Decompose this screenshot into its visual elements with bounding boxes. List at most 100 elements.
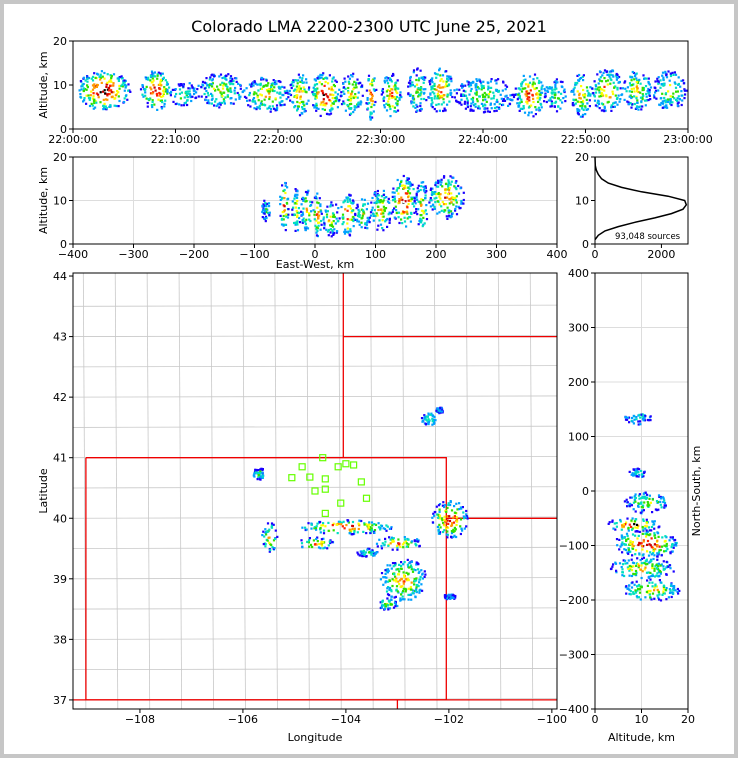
time-altitude-source-cell: [204, 98, 207, 102]
eastwest-altitude-source-cell: [395, 209, 398, 212]
county-line: [338, 272, 342, 710]
time-altitude-source-cell: [641, 86, 644, 89]
eastwest-altitude-source-cell: [440, 181, 443, 184]
altitude-northsouth-source-cell: [645, 590, 648, 593]
eastwest-altitude-source-cell: [444, 196, 447, 199]
time-altitude-source-cell: [226, 95, 229, 98]
altitude-northsouth-source-cell: [636, 467, 639, 470]
time-altitude-source-cell: [585, 86, 589, 89]
eastwest-altitude-source-cell: [399, 182, 402, 185]
time-altitude-source-cell: [522, 107, 525, 110]
time-altitude-source-cell: [625, 90, 628, 93]
plan-view-source-cell: [257, 474, 260, 477]
altitude-northsouth-source-cell: [649, 544, 652, 547]
eastwest-altitude-source-cell: [302, 199, 305, 202]
plan-view-source-cell: [362, 554, 365, 558]
eastwest-altitude-source-cell: [332, 233, 335, 236]
eastwest-altitude-source-cell: [370, 209, 373, 212]
time-altitude-source-cell: [544, 92, 547, 95]
time-altitude-source-cell: [425, 99, 428, 102]
eastwest-altitude-source-cell: [349, 207, 352, 210]
plan-view-source-cell: [385, 590, 389, 593]
time-altitude-source-cell: [435, 88, 438, 91]
time-altitude-source-cell: [160, 84, 163, 87]
time-altitude-source-cell: [332, 94, 335, 97]
plan-view-source-cell: [305, 528, 308, 531]
eastwest-altitude-source-cell: [395, 211, 398, 215]
plan-view-source-cell: [446, 594, 449, 597]
time-altitude-source-cell: [388, 105, 391, 108]
time-altitude-source-cell: [457, 100, 460, 104]
time-altitude-source-cell: [90, 102, 93, 105]
plan-view-source-cell: [260, 476, 263, 479]
plan-view-source-cell: [386, 568, 390, 571]
time-altitude-source-cell: [659, 86, 662, 89]
eastwest-altitude-source-cell: [344, 228, 347, 231]
time-altitude-source-cell: [472, 101, 475, 104]
plan-view-source-cell: [415, 577, 418, 580]
eastwest-altitude-source-cell: [320, 223, 323, 226]
time-altitude-source-cell: [498, 106, 501, 109]
time-altitude-source-cell: [594, 88, 597, 91]
eastwest-altitude-source-cell: [287, 213, 290, 216]
time-altitude-source-cell: [250, 83, 253, 86]
altitude-northsouth-source-cell: [634, 510, 637, 513]
time-altitude-source-cell: [396, 100, 399, 103]
time-altitude-source-cell: [615, 72, 618, 76]
altitude-northsouth-source-cell: [669, 589, 672, 592]
eastwest-altitude-source-cell: [407, 182, 410, 185]
plan-view-source-cell: [400, 577, 403, 581]
altitude-northsouth-source-cell: [636, 537, 639, 540]
time-altitude-source-cell: [683, 88, 686, 91]
time-altitude-source-cell: [334, 91, 337, 94]
time-altitude-source-cell: [146, 101, 149, 105]
county-line: [274, 272, 278, 710]
eastwest-altitude-source-cell: [305, 209, 309, 212]
eastwest-xtick-label: 100: [365, 248, 386, 261]
time-altitude-source-cell: [274, 80, 277, 83]
plan-view-source-cell: [384, 603, 387, 606]
eastwest-altitude-source-cell: [368, 221, 371, 224]
eastwest-altitude-source-cell: [377, 201, 380, 204]
altitude-northsouth-source-cell: [628, 592, 631, 596]
plan-view-source-cell: [465, 513, 468, 516]
time-altitude-source-cell: [644, 104, 647, 107]
plan-view-source-cell: [258, 472, 261, 475]
time-altitude-source-cell: [676, 90, 679, 93]
plan-view-source-cell: [456, 520, 459, 523]
eastwest-altitude-source-cell: [346, 200, 349, 203]
time-altitude-source-cell: [319, 73, 322, 76]
time-altitude-source-cell: [332, 89, 335, 92]
time-altitude-source-cell: [158, 87, 161, 90]
time-altitude-source-cell: [92, 92, 95, 95]
time-altitude-source-cell: [527, 96, 530, 99]
altitude-northsouth-source-cell: [639, 502, 643, 505]
altitude-northsouth-source-cell: [653, 534, 656, 537]
plan-view-source-cell: [369, 526, 372, 529]
plan-view-source-cell: [452, 594, 455, 597]
time-altitude-source-cell: [289, 93, 293, 97]
time-altitude-source-cell: [553, 96, 556, 99]
altitude-northsouth-source-cell: [663, 550, 666, 553]
time-altitude-source-cell: [471, 96, 475, 99]
altitude-northsouth-source-cell: [619, 518, 622, 522]
time-altitude-source-cell: [213, 104, 216, 107]
time-altitude-source-cell: [302, 100, 305, 103]
time-altitude-source-cell: [647, 98, 650, 102]
altitude-northsouth-source-cell: [648, 534, 651, 537]
time-altitude-source-cell: [476, 100, 479, 103]
time-altitude-source-cell: [154, 89, 157, 92]
time-altitude-source-cell: [635, 72, 638, 75]
time-altitude-source-cell: [554, 101, 557, 104]
eastwest-altitude-source-cell: [350, 211, 353, 214]
time-altitude-source-cell: [442, 98, 445, 101]
plan-view-source-cell: [443, 524, 446, 527]
time-altitude-source-cell: [589, 86, 592, 89]
time-altitude-source-cell: [284, 91, 287, 95]
altitude-northsouth-source-cell: [637, 584, 640, 587]
time-altitude-source-cell: [108, 93, 111, 96]
time-altitude-source-cell: [429, 83, 432, 86]
time-altitude-source-cell: [274, 109, 277, 112]
altitude-northsouth-source-cell: [669, 584, 673, 587]
plan-view-source-cell: [361, 550, 364, 553]
